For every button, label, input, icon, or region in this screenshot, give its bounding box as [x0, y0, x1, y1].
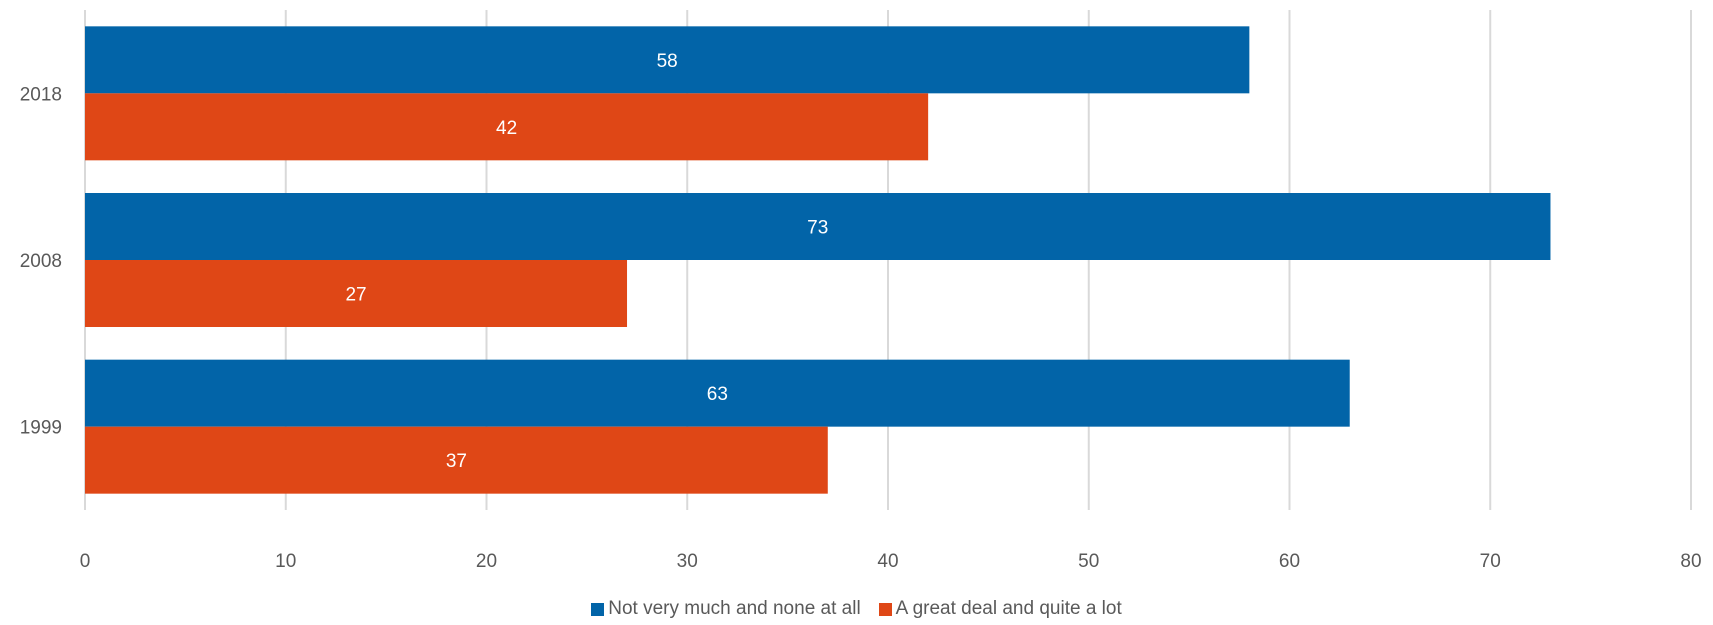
- bar: [85, 260, 628, 327]
- category-label: 2018: [20, 84, 62, 105]
- bar: [85, 193, 1551, 260]
- x-tick-label: 80: [1680, 551, 1701, 572]
- category-axis: 2018 2008 1999: [20, 84, 62, 438]
- data-label: 42: [496, 118, 517, 139]
- bar: [85, 93, 929, 161]
- x-tick-label: 30: [677, 551, 698, 572]
- bar: [85, 359, 1350, 427]
- legend-label: Not very much and none at all: [608, 598, 861, 619]
- x-tick-label: 40: [877, 551, 898, 572]
- category-label: 1999: [20, 418, 62, 439]
- data-label: 37: [446, 451, 467, 472]
- x-tick-label: 0: [80, 551, 91, 572]
- legend: Not very much and none at all A great de…: [0, 598, 1713, 620]
- legend-swatch: [878, 602, 892, 616]
- legend-label: A great deal and quite a lot: [895, 598, 1122, 619]
- x-tick-label: 10: [275, 551, 296, 572]
- x-tick-label: 50: [1078, 551, 1099, 572]
- legend-item-series-1: Not very much and none at all: [591, 598, 861, 620]
- bar: [85, 26, 1250, 94]
- data-label: 27: [345, 285, 366, 306]
- data-label: 73: [807, 218, 828, 239]
- bar: [85, 426, 828, 494]
- x-tick-label: 70: [1480, 551, 1501, 572]
- legend-swatch: [591, 602, 605, 616]
- category-label: 2008: [20, 251, 62, 272]
- legend-item-series-2: A great deal and quite a lot: [878, 598, 1122, 620]
- x-tick-label: 60: [1279, 551, 1300, 572]
- x-tick-label: 20: [476, 551, 497, 572]
- bars: 58 42 73 27 63 37: [85, 26, 1551, 494]
- data-label: 58: [657, 51, 678, 72]
- value-axis: 0 10 20 30 40 50 60 70 80: [80, 551, 1702, 572]
- data-label: 63: [707, 384, 728, 405]
